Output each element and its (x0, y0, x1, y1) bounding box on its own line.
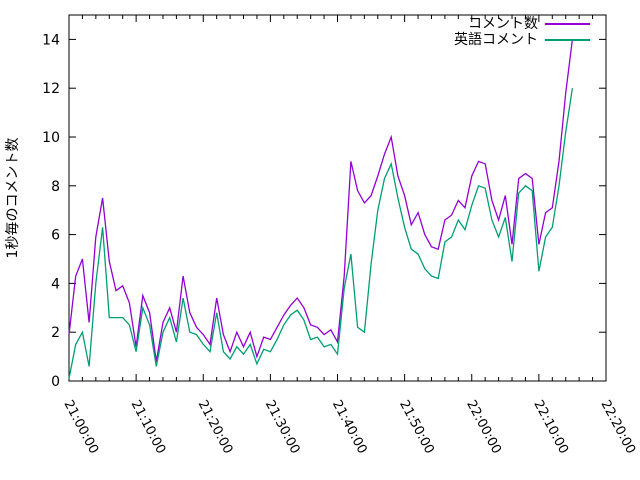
y-tick-label: 12 (42, 81, 60, 97)
x-tick-label: 21:10:00 (128, 398, 169, 457)
x-tick-label: 22:20:00 (597, 398, 638, 457)
y-tick-label: 14 (42, 32, 60, 48)
y-tick-label: 6 (51, 228, 60, 244)
x-tick-label: 22:10:00 (530, 398, 571, 457)
y-tick-label: 10 (42, 130, 60, 146)
legend-item-english-comments: 英語コメント (454, 32, 590, 48)
x-tick-label: 21:00:00 (60, 398, 101, 457)
legend-label-comment-count: コメント数 (468, 16, 538, 32)
series-line-comment-count (68, 39, 574, 362)
legend-item-comment-count: コメント数 (454, 16, 590, 32)
y-axis-title: 1秒毎のコメント数 (5, 138, 21, 259)
legend: コメント数 英語コメント (454, 16, 590, 48)
y-tick-label: 2 (51, 325, 60, 341)
legend-label-english-comments: 英語コメント (454, 32, 538, 48)
x-tick-label: 21:40:00 (329, 398, 370, 457)
legend-swatch-comment-count (545, 23, 590, 25)
series-line-english-comments (68, 88, 574, 379)
y-tick-label: 0 (51, 374, 60, 390)
x-tick-label: 21:20:00 (195, 398, 236, 457)
legend-swatch-english-comments (545, 39, 590, 41)
x-tick-label: 22:00:00 (463, 398, 504, 457)
x-tick-label: 21:50:00 (396, 398, 437, 457)
x-tick-label: 21:30:00 (262, 398, 303, 457)
y-tick-label: 4 (51, 276, 60, 292)
y-tick-label: 8 (51, 179, 60, 195)
